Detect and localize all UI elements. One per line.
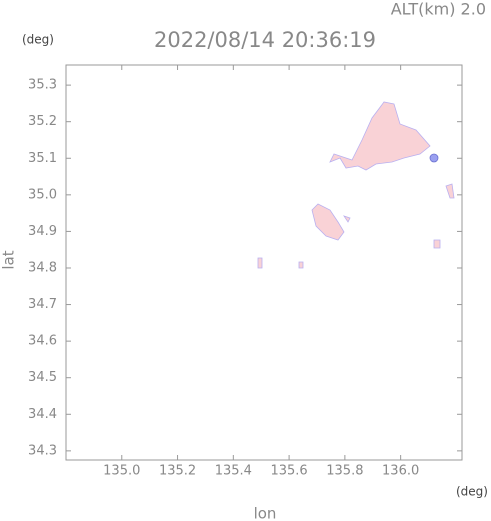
echo-area [311,203,345,241]
y-tick-label: 34.3 [28,443,57,458]
x-axis-label: lon [254,505,277,521]
plot-frame [65,64,463,461]
x-tick-label: 135.8 [326,464,363,479]
x-tick-label: 136.0 [382,464,419,479]
echo-area [445,183,455,199]
echo-areas [257,101,455,269]
x-tick-label: 135.4 [215,464,252,479]
x-tick-label: 135.2 [159,464,196,479]
y-tick-label: 35.1 [28,151,57,166]
y-tick-label: 34.6 [28,334,57,349]
echo-area [343,215,351,223]
altitude-label: ALT(km) 2.0 [391,0,486,19]
y-tick-label: 34.4 [28,407,57,422]
y-tick-label: 34.9 [28,224,57,239]
y-tick-label: 34.7 [28,297,57,312]
echo-cell [429,153,439,163]
x-tick-label: 135.6 [270,464,307,479]
x-tick-label: 135.0 [103,464,140,479]
y-unit: (deg) [22,33,54,47]
y-tick-label: 34.5 [28,370,57,385]
y-tick-label: 35.0 [28,187,57,202]
y-tick-label: 35.3 [28,78,57,93]
echo-area [433,239,441,249]
echo-area [257,257,263,269]
echo-area [329,101,431,171]
y-tick-label: 35.2 [28,114,57,129]
chart-title: 2022/08/14 20:36:19 [154,28,376,52]
y-axis-label: lat [0,250,18,269]
x-unit: (deg) [456,485,488,499]
y-tick-label: 34.8 [28,260,57,275]
echo-area [298,261,304,269]
